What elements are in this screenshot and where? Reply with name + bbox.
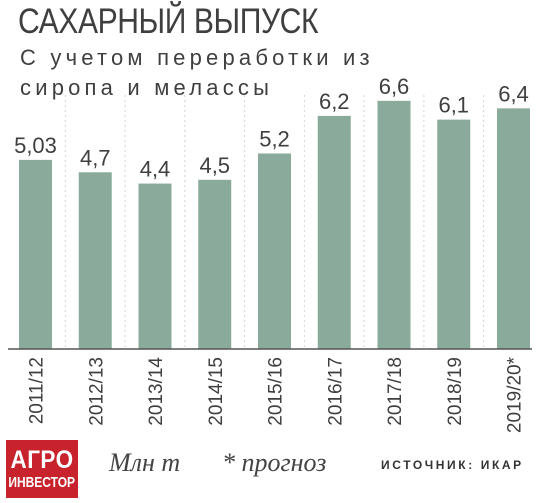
value-label: 6,1 [438, 93, 469, 118]
x-tick-label: 2019/20* [505, 356, 526, 433]
value-label: 4,7 [80, 145, 111, 170]
bar-2011/12 [19, 159, 52, 349]
x-tick-label: 2012/13 [86, 357, 107, 426]
unit-label: Млн т [109, 448, 181, 477]
x-tick-label: 2013/14 [146, 357, 167, 426]
bar-2014/15 [198, 179, 232, 349]
x-tick-label: 2015/16 [266, 357, 287, 426]
agroinvestor-logo: АГРО ИНВЕСТОР [6, 440, 78, 498]
bar-2018/19 [437, 119, 471, 349]
bar-2016/17 [317, 115, 351, 349]
x-tick-label: 2011/12 [27, 357, 48, 424]
bars [19, 100, 530, 349]
bar-2017/18 [377, 100, 411, 349]
x-tick-label: 2016/17 [325, 357, 346, 426]
grid-lines [64, 95, 485, 349]
bar-2012/13 [78, 172, 112, 349]
source-label: ИСТОЧНИК: ИКАР [381, 458, 524, 472]
bar-2013/14 [138, 183, 172, 349]
value-label: 6,2 [319, 89, 350, 114]
bar-2015/16 [258, 153, 291, 349]
x-tick-label: 2018/19 [445, 357, 466, 426]
value-label: 6,6 [379, 74, 410, 99]
x-axis-ticks: 2011/12 2012/13 2013/14 2014/15 2015/16 2016/… [27, 356, 526, 433]
value-label: 4,5 [199, 153, 230, 178]
logo-line2: ИНВЕСТОР [8, 474, 76, 491]
chart-subtitle: С учетом переработки из сиропа и мелассы [20, 45, 374, 100]
value-label: 6,4 [498, 81, 529, 106]
x-tick-label: 2014/15 [206, 357, 227, 426]
value-labels: 5,03 4,7 4,4 4,5 5,2 6,2 6,6 6,1 6,4 [14, 74, 529, 182]
x-tick-label: 2017/18 [385, 357, 406, 426]
value-label: 5,2 [259, 126, 290, 151]
bar-2019/20* [497, 108, 530, 349]
bar-chart: 5,03 4,7 4,4 4,5 5,2 6,2 6,6 6,1 6,4 2011/12 2012… [8, 74, 532, 433]
forecast-note: * прогноз [222, 448, 327, 477]
value-label: 4,4 [140, 157, 171, 182]
chart-title: САХАРНЫЙ ВЫПУСК [18, 2, 319, 41]
value-label: 5,03 [14, 133, 57, 158]
logo-line1: АГРО [10, 446, 74, 474]
